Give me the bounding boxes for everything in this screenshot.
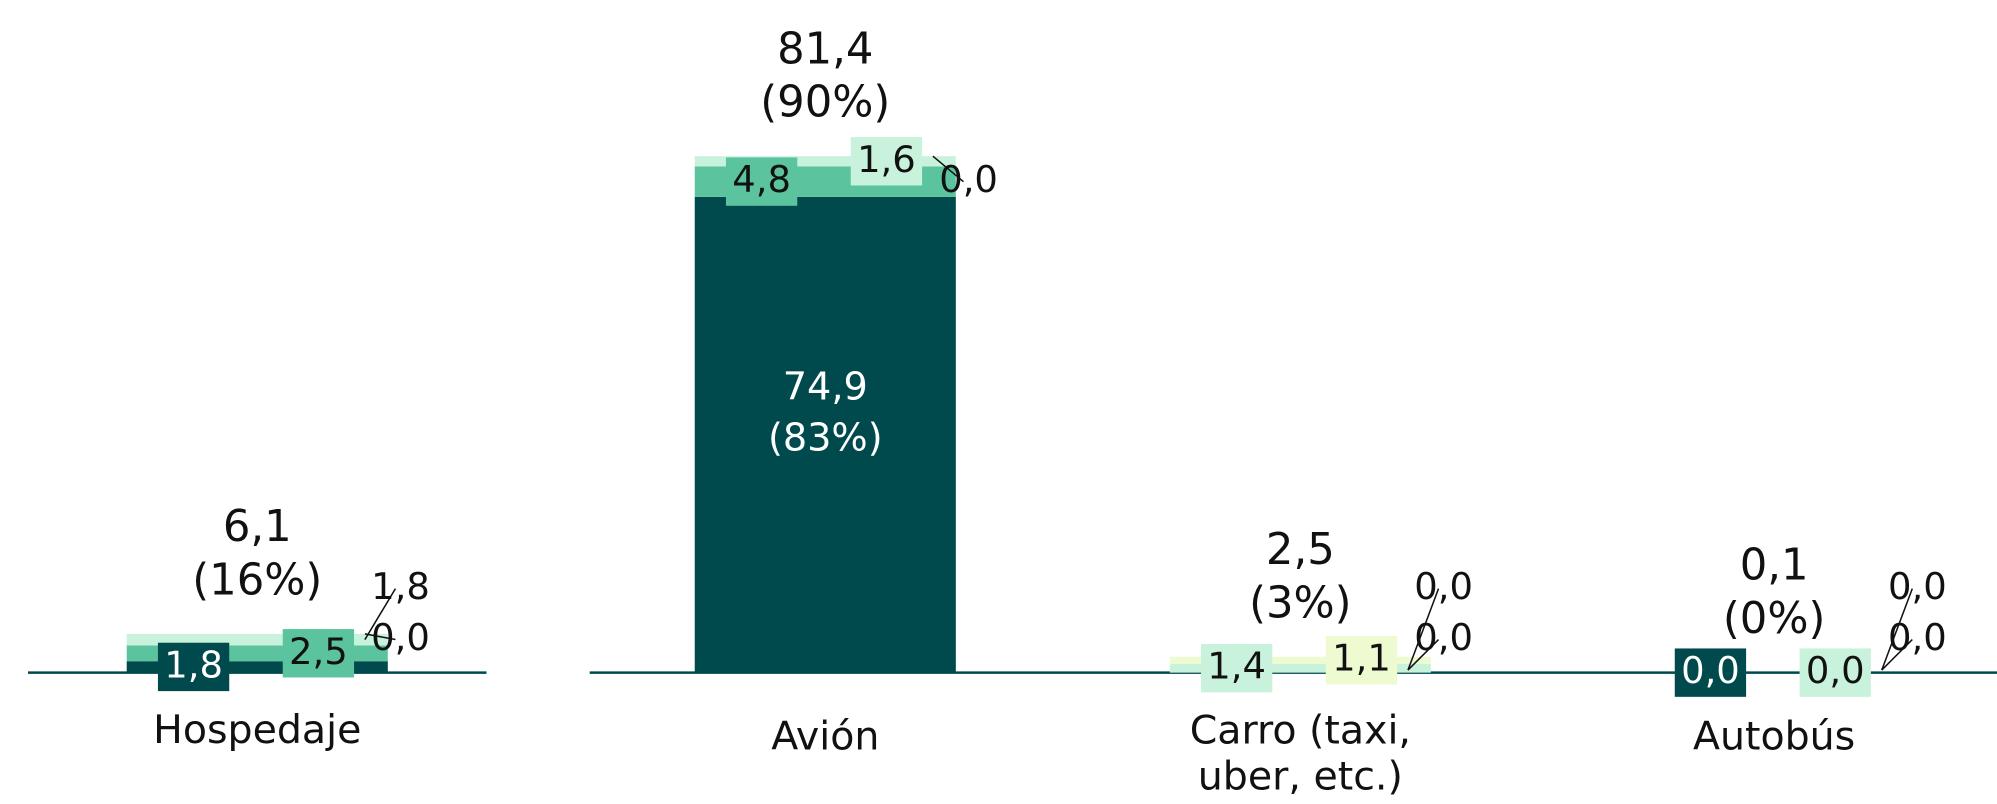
leader-line	[1881, 588, 1914, 671]
value-label: 4,8	[732, 158, 791, 201]
value-label: 0,0	[1888, 565, 1947, 608]
total-label: 0,1	[1740, 541, 1809, 591]
leader-line	[1881, 638, 1913, 671]
value-label: 1,6	[857, 138, 916, 181]
label-box	[282, 629, 355, 678]
bar-segment	[694, 156, 956, 167]
total-label: 2,5	[1266, 525, 1335, 575]
value-label: 2,5	[289, 630, 348, 673]
total-label: 81,4	[777, 24, 873, 74]
value-label: 1,1	[1332, 637, 1391, 680]
total-share-label: (90%)	[760, 78, 890, 128]
label-box	[850, 137, 923, 186]
bar-segment	[1169, 656, 1431, 664]
value-label: 0,0	[939, 158, 998, 201]
leader-line	[364, 633, 396, 641]
value-label: 0,0	[371, 616, 430, 659]
total-share-label: (16%)	[192, 555, 322, 605]
value-label: 1,8	[371, 565, 430, 608]
value-label: 1,8	[164, 643, 223, 686]
value-label: 0,0	[1681, 649, 1740, 692]
total-share-label: (3%)	[1249, 578, 1351, 628]
leader-line	[932, 155, 964, 183]
total-label: 6,1	[223, 502, 292, 552]
bar-segment	[1169, 663, 1431, 673]
value-label: 74,9	[783, 365, 868, 409]
label-box	[157, 642, 230, 692]
share-label: (83%)	[768, 416, 883, 460]
category-label: Autobús	[1693, 713, 1855, 759]
category-label: Avión	[771, 713, 879, 759]
bar-segment	[126, 633, 388, 646]
total-share-label: (0%)	[1723, 594, 1825, 644]
label-box	[1201, 643, 1273, 693]
label-box	[1674, 648, 1747, 697]
label-box	[725, 157, 798, 206]
label-box	[1325, 636, 1398, 685]
leader-line	[364, 588, 397, 640]
value-label: 0,0	[1888, 616, 1947, 659]
bar-segment	[126, 661, 388, 673]
leader-line	[1407, 588, 1440, 671]
label-box	[1799, 648, 1871, 697]
value-label: 1,4	[1207, 645, 1266, 688]
value-label: 0,0	[1806, 649, 1865, 692]
leader-line	[1407, 638, 1440, 671]
category-label: Carro (taxi, uber, etc.)	[1190, 707, 1411, 799]
bar-segment	[694, 196, 956, 673]
value-label: 0,0	[1414, 565, 1473, 608]
value-label: 0,0	[1414, 616, 1473, 659]
category-label: Hospedaje	[153, 707, 361, 753]
